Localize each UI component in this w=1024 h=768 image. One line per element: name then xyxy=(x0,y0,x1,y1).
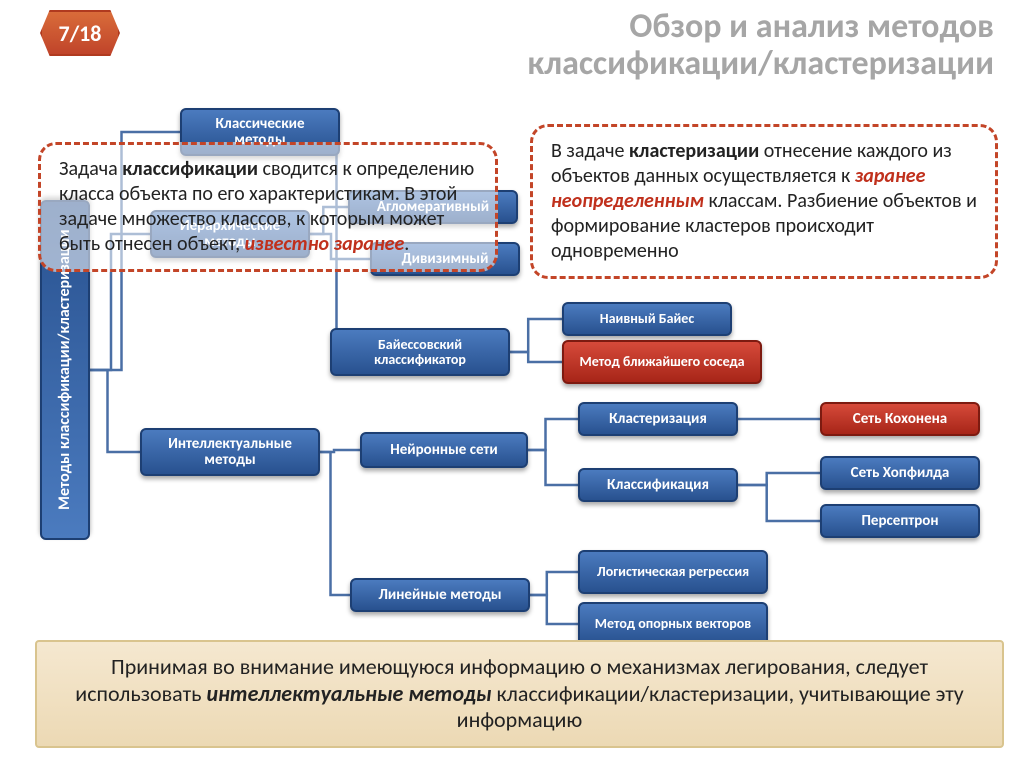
node-naive: Наивный Байес xyxy=(562,302,732,336)
node-knn: Метод ближайшего соседа xyxy=(562,340,762,384)
node-neural: Нейронные сети xyxy=(360,432,528,468)
node-percep: Персептрон xyxy=(820,504,980,538)
node-linear: Линейные методы xyxy=(350,578,530,612)
slide-title: Обзор и анализ методов классификации/кла… xyxy=(527,8,994,83)
callout-clustering: В задаче кластеризации отнесение каждого… xyxy=(530,124,998,279)
callout-classification: Задача классификации сводится к определе… xyxy=(38,142,498,272)
node-hopfield: Сеть Хопфилда xyxy=(820,456,980,490)
node-logreg: Логистическая регрессия xyxy=(578,550,768,594)
node-classif: Классификация xyxy=(578,468,738,502)
node-intel: Интеллектуальные методы xyxy=(140,428,320,476)
title-line-2: классификации/кластеризации xyxy=(527,43,994,84)
node-cluster: Кластеризация xyxy=(578,402,738,436)
page-number-badge: 7/18 xyxy=(40,10,120,56)
title-line-1: Обзор и анализ методов xyxy=(629,6,994,47)
node-kohonen: Сеть Кохонена xyxy=(820,402,980,436)
node-bayes: Байессовский классификатор xyxy=(330,328,510,376)
conclusion-bar: Принимая во внимание имеющуюся информаци… xyxy=(35,640,1004,748)
